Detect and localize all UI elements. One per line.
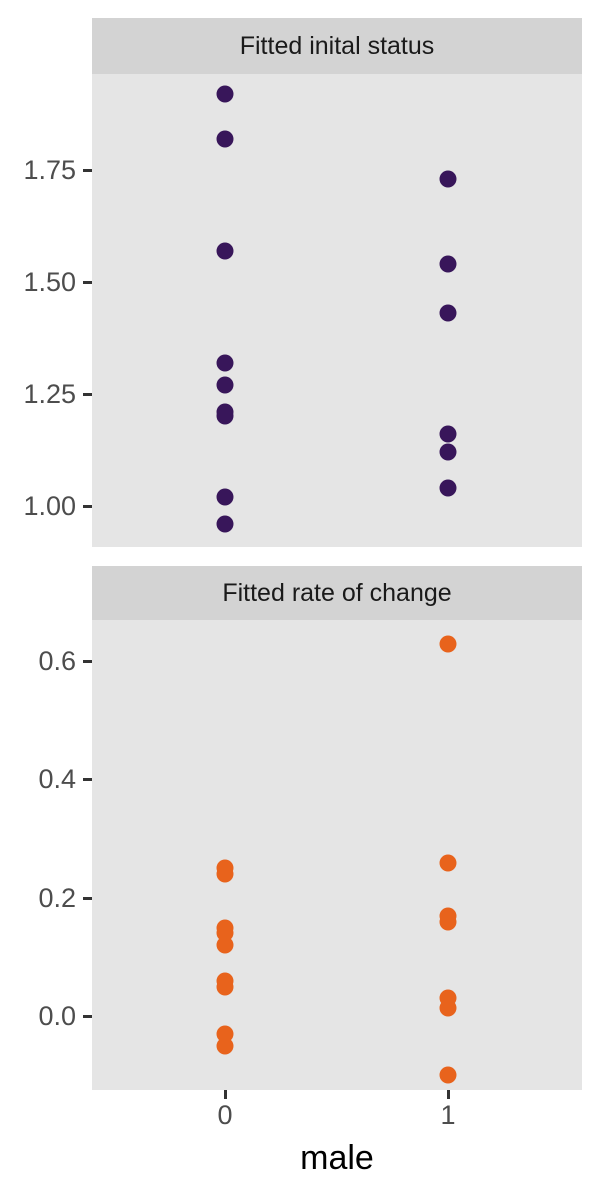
panel-initial-status [92, 74, 582, 547]
data-point [216, 242, 234, 260]
data-point [216, 130, 234, 148]
x-tick-label-1: 1 [440, 1100, 456, 1130]
data-point [216, 376, 234, 394]
y-tick-mark [83, 504, 92, 508]
data-point [439, 635, 457, 653]
data-point [439, 479, 457, 497]
y-tick-label: 1.25 [23, 378, 76, 409]
data-point [439, 854, 457, 872]
y-tick-label: 1.50 [23, 266, 76, 297]
y-tick-label: 0.4 [38, 764, 76, 795]
data-point [216, 85, 234, 103]
y-tick-label: 0.2 [38, 882, 76, 913]
data-point [439, 913, 457, 931]
data-point [439, 304, 457, 322]
y-tick-label: 1.00 [23, 490, 76, 521]
y-tick-mark [83, 778, 92, 782]
y-tick-mark [83, 896, 92, 900]
y-tick-mark [83, 280, 92, 284]
y-tick-mark [83, 1014, 92, 1018]
panel-rate-of-change [92, 620, 582, 1090]
y-tick-mark [83, 168, 92, 172]
data-point [216, 1037, 234, 1055]
data-point [216, 354, 234, 372]
x-tick-label-0: 0 [217, 1100, 233, 1130]
y-tick-label: 0.0 [38, 1000, 76, 1031]
data-point [439, 425, 457, 443]
data-point [439, 1066, 457, 1084]
facet-title-initial-status: Fitted inital status [239, 31, 435, 60]
y-tick-mark [83, 660, 92, 664]
facet-strip-initial-status: Fitted inital status [92, 18, 582, 74]
y-tick-mark [83, 392, 92, 396]
y-tick-label: 1.75 [23, 154, 76, 185]
data-point [216, 488, 234, 506]
data-point [216, 936, 234, 954]
facet-title-rate-of-change: Fitted rate of change [222, 578, 452, 607]
x-tick-mark-0 [224, 1090, 227, 1099]
facet-strip-rate-of-change: Fitted rate of change [92, 566, 582, 620]
x-axis-title: male [300, 1139, 374, 1177]
x-tick-mark-1 [447, 1090, 450, 1099]
data-point [216, 407, 234, 425]
data-point [439, 170, 457, 188]
data-point [216, 865, 234, 883]
data-point [439, 255, 457, 273]
data-point [216, 515, 234, 533]
data-point [439, 443, 457, 461]
data-point [439, 999, 457, 1017]
y-tick-label: 0.6 [38, 646, 76, 677]
data-point [216, 978, 234, 996]
